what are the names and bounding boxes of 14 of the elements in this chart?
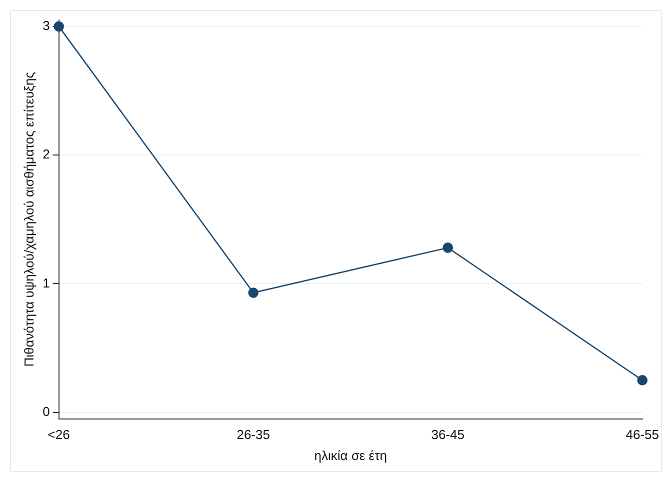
- point: [637, 375, 648, 386]
- y-tick-label: 3: [42, 18, 50, 34]
- x-tick-label: 26-35: [236, 427, 270, 442]
- point: [54, 21, 64, 32]
- point: [248, 288, 258, 298]
- point: [442, 242, 454, 253]
- x-axis-title: ηλικία σε έτη: [314, 448, 387, 463]
- x-tick-label: 46-55: [626, 427, 659, 442]
- y-axis-title: Πιθανότητα υψηλού/χαμηλού αισθήματος επίτευξης: [21, 72, 36, 367]
- y-tick-label: 1: [42, 275, 50, 290]
- y-tick-label: 0: [42, 404, 50, 419]
- y-tick-label: 2: [42, 146, 50, 162]
- x-tick-label: <26: [48, 427, 70, 442]
- x-tick-label: 36-45: [431, 427, 464, 442]
